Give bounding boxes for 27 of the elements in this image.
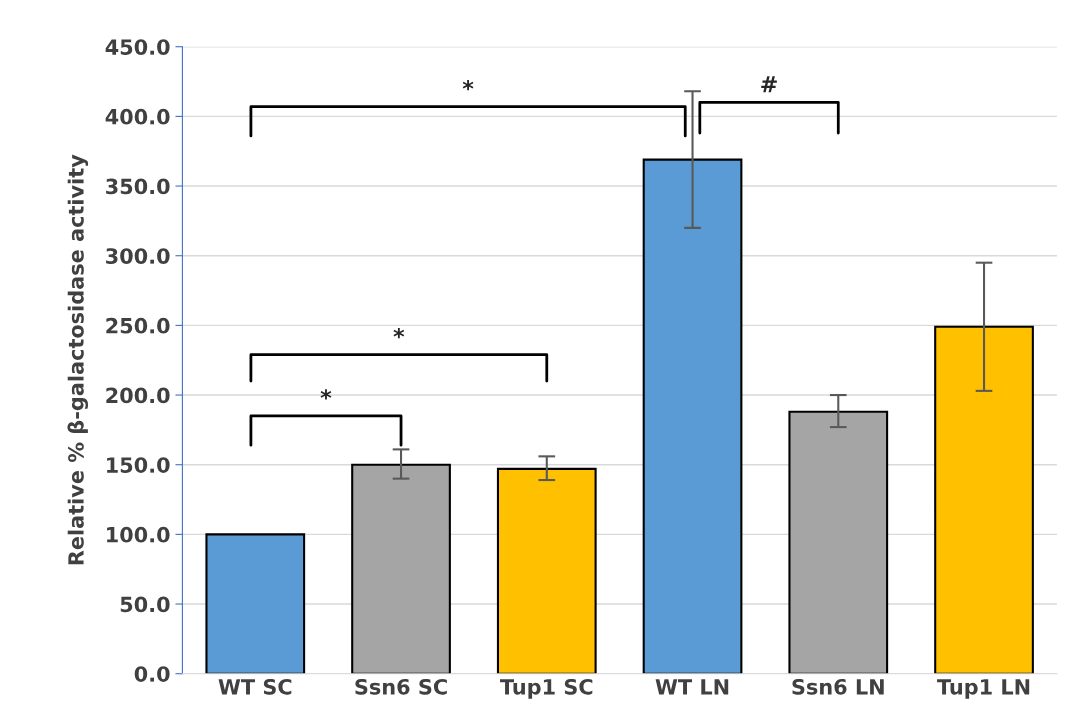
bar: [934, 325, 1034, 674]
annotation: #: [761, 76, 777, 93]
y-tick-label: 200.0: [106, 387, 170, 404]
annotation: *: [320, 389, 332, 400]
bar: [351, 463, 451, 674]
y-tick-label: 400.0: [105, 108, 170, 125]
y-tick-label: 450.0: [105, 39, 170, 55]
x-tick-label: Ssn6 SC: [355, 678, 447, 695]
y-tick-label: 250.0: [106, 317, 170, 334]
y-tick-label: 300.0: [106, 248, 170, 264]
x-tick-label: WT LN: [655, 679, 729, 695]
bar: [205, 533, 306, 674]
y-tick-label: 150.0: [107, 457, 170, 473]
y-tick-label: 350.0: [106, 178, 170, 195]
x-tick-label: Tup1 LN: [937, 679, 1030, 699]
annotation: *: [462, 79, 474, 91]
annotation: *: [393, 327, 405, 339]
bar: [788, 410, 889, 674]
bar: [642, 158, 743, 674]
y-axis-title: Relative % β-galactosidase activity: [67, 154, 89, 565]
y-tick-label: 50.0: [120, 596, 170, 613]
bar: [496, 467, 597, 674]
x-tick-label: Ssn6 LN: [792, 678, 884, 695]
x-tick-label: WT SC: [218, 678, 292, 695]
x-tick-label: Tup1 SC: [500, 678, 593, 699]
y-tick-label: 100.0: [107, 526, 170, 543]
y-tick-label: 0.0: [134, 666, 170, 682]
